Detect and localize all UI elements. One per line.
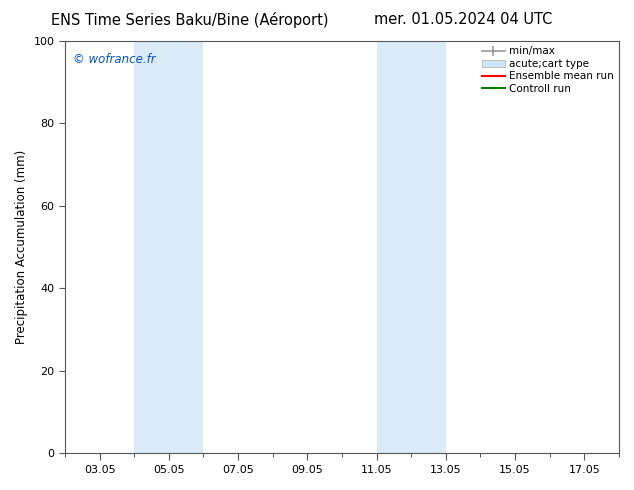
Bar	[134, 41, 204, 453]
Text: © wofrance.fr: © wofrance.fr	[74, 53, 156, 67]
Text: mer. 01.05.2024 04 UTC: mer. 01.05.2024 04 UTC	[373, 12, 552, 27]
Legend: min/max, acute;cart type, Ensemble mean run, Controll run: min/max, acute;cart type, Ensemble mean …	[480, 44, 616, 96]
Y-axis label: Precipitation Accumulation (mm): Precipitation Accumulation (mm)	[15, 150, 28, 344]
Text: ENS Time Series Baku/Bine (Aéroport): ENS Time Series Baku/Bine (Aéroport)	[51, 12, 329, 28]
Bar	[377, 41, 446, 453]
